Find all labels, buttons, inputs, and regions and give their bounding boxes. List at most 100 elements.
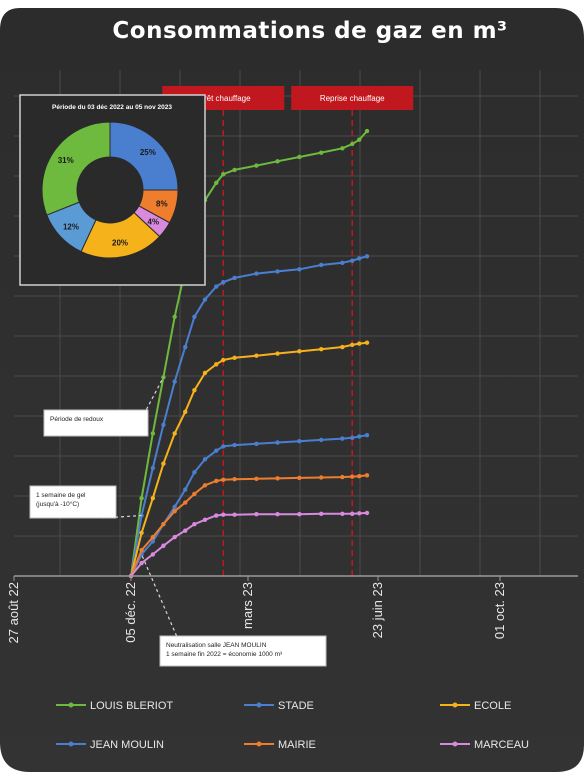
series-point <box>364 473 370 478</box>
series-point <box>232 477 237 482</box>
series-point <box>139 547 144 553</box>
series-point <box>172 504 177 510</box>
annotation-text: 1 semaine fin 2022 = économie 1000 m³ <box>166 651 283 658</box>
series-point <box>350 511 355 516</box>
series-point <box>357 434 362 439</box>
series-point <box>183 487 188 492</box>
series-point <box>161 422 166 427</box>
series-point <box>297 439 302 444</box>
series-point <box>139 560 144 566</box>
annotation-box <box>43 409 149 437</box>
series-point <box>192 314 197 319</box>
pie-slice-label: 12% <box>63 223 79 232</box>
series-point <box>221 172 226 177</box>
legend: LOUIS BLERIOT STADE ECOLE JEAN MOULIN MAIRIE… <box>56 700 529 751</box>
series-point <box>297 154 302 160</box>
series-point <box>364 340 370 345</box>
series-point <box>357 256 362 261</box>
series-point <box>232 355 237 361</box>
series-point <box>275 351 280 356</box>
series-point <box>172 379 177 384</box>
series-point <box>350 435 355 440</box>
series-point <box>172 534 177 540</box>
series-point <box>254 163 259 168</box>
series-point <box>161 521 166 527</box>
series-point <box>202 483 208 488</box>
series-point <box>319 347 324 352</box>
series-point <box>202 297 208 302</box>
annotation-text: Neutralisation salle JEAN MOULIN <box>166 642 267 649</box>
series-point <box>319 511 324 516</box>
series-point <box>319 475 324 480</box>
legend-label: MAIRIE <box>278 739 316 751</box>
series-point <box>192 470 197 475</box>
series-point <box>297 267 302 272</box>
pie-slice-label: 31% <box>58 156 74 165</box>
annotation-text: Période de redoux <box>50 416 104 423</box>
series-point <box>221 477 226 482</box>
pie-slice <box>109 121 179 191</box>
pie-slice-label: 8% <box>156 199 168 208</box>
x-tick-label: mars 23 <box>240 582 255 629</box>
series-point <box>214 284 219 289</box>
series-point <box>192 521 197 527</box>
series-point <box>202 457 208 462</box>
series-point <box>254 441 259 447</box>
series-point <box>340 436 345 441</box>
series-point <box>357 137 362 142</box>
series-point <box>275 159 280 164</box>
annotation-leader <box>131 376 164 437</box>
event-label: Reprise chauffage <box>320 94 385 103</box>
series-point <box>350 474 355 479</box>
series-point <box>364 510 370 516</box>
series-point <box>214 362 219 367</box>
series-point <box>275 512 280 517</box>
pie-chart: Période du 03 déc 2022 au 05 nov 2023 25%… <box>19 94 206 286</box>
series-point <box>340 511 345 516</box>
legend-label: ECOLE <box>474 700 511 712</box>
series-point <box>214 180 219 186</box>
series-point <box>340 344 345 350</box>
legend-label: LOUIS BLERIOT <box>90 700 173 712</box>
series-point <box>364 128 370 134</box>
series-point <box>340 260 345 265</box>
series-point <box>150 539 156 544</box>
annotation-text: 1 semaine de gel <box>36 492 86 499</box>
series-point <box>183 344 188 350</box>
series-point <box>364 254 370 259</box>
series-point <box>139 496 144 501</box>
series-point <box>357 511 362 516</box>
series-point <box>192 388 197 393</box>
event-label-box <box>291 86 414 110</box>
series-point <box>254 476 259 481</box>
series-point <box>221 444 226 449</box>
series-point <box>214 513 219 518</box>
series-point <box>150 534 156 540</box>
x-tick-label: 05 déc. 22 <box>123 582 138 643</box>
series-point <box>232 512 237 517</box>
series-point <box>319 437 324 443</box>
series-point <box>172 314 177 319</box>
series-point <box>221 357 226 363</box>
series-point <box>161 375 166 380</box>
series-point <box>172 431 177 436</box>
series-point <box>275 440 280 445</box>
legend-label: STADE <box>278 700 314 712</box>
pie-slice <box>41 121 111 216</box>
series-point <box>254 353 259 358</box>
x-tick-label: 27 août 22 <box>6 582 21 643</box>
legend-swatch-marker <box>256 741 262 747</box>
series-point <box>275 269 280 274</box>
x-tick-label: 23 juin 23 <box>370 582 385 638</box>
chart-title: Consommations de gaz en m³ <box>112 18 508 44</box>
series-point <box>150 552 156 557</box>
series-point <box>221 512 226 517</box>
pie-slice-label: 25% <box>140 148 156 157</box>
series-point <box>350 141 355 147</box>
series-point <box>172 509 177 514</box>
series-point <box>214 478 219 484</box>
series-point <box>183 500 188 505</box>
legend-swatch-marker <box>452 702 458 708</box>
annotations: Période de redoux 1 semaine de gel(jusqu'… <box>29 376 327 667</box>
